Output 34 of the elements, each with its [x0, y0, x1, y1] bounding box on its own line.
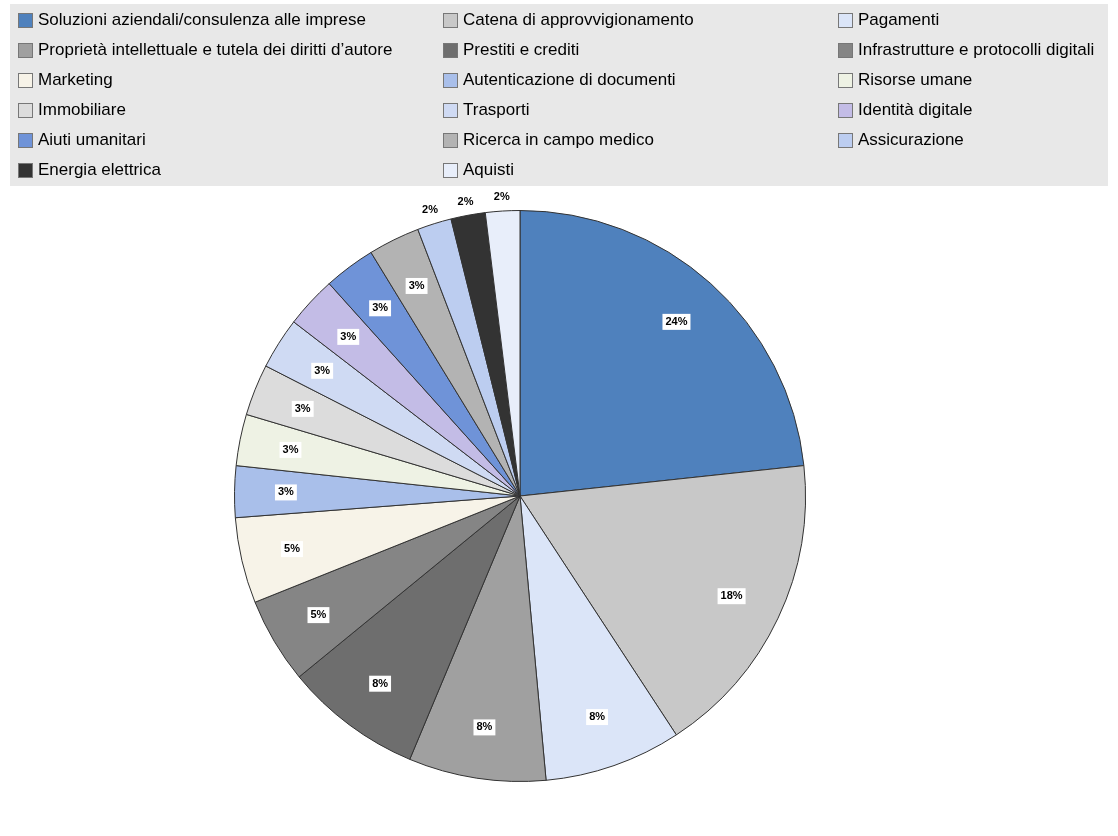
data-label: 8%: [589, 710, 606, 723]
data-label: 3%: [277, 485, 295, 498]
legend-label: Prestiti e crediti: [463, 40, 580, 60]
data-label: 5%: [310, 608, 327, 621]
data-label: 3%: [408, 279, 425, 291]
data-label: 2%: [493, 190, 510, 203]
legend-label: Proprietà intellettuale e tutela dei diritti d’autore: [38, 40, 393, 60]
data-label: 24%: [665, 314, 688, 327]
data-label: 3%: [294, 401, 311, 414]
legend-label: Risorse umane: [858, 70, 973, 90]
data-label: 3%: [282, 442, 299, 455]
legend-label: Aiuti umanitari: [38, 130, 146, 150]
legend-label: Pagamenti: [858, 10, 940, 30]
data-label: 8%: [476, 720, 493, 733]
data-label: 18%: [720, 589, 743, 602]
legend-label: Marketing: [38, 70, 113, 90]
legend-label: Aquisti: [463, 160, 515, 180]
legend-label: Energia elettrica: [38, 160, 161, 180]
data-label: 3%: [372, 301, 389, 314]
data-label: 3%: [314, 363, 331, 376]
data-label: 2%: [457, 194, 474, 207]
legend-label: Trasporti: [463, 100, 530, 120]
data-label: 3%: [340, 329, 357, 342]
legend-label: Assicurazione: [858, 130, 964, 150]
legend-label: Immobiliare: [38, 100, 126, 120]
legend-label: Identità digitale: [858, 100, 973, 120]
data-label: 2%: [422, 203, 439, 216]
legend-label: Soluzioni aziendali/consulenza alle imprese: [38, 10, 366, 30]
legend-label: Catena di approvvigionamento: [463, 10, 694, 30]
legend-label: Autenticazione di documenti: [463, 70, 676, 90]
legend-label: Ricerca in campo medico: [463, 130, 654, 150]
data-label: 8%: [372, 676, 389, 689]
legend-label: Infrastrutture e protocolli digitali: [858, 40, 1095, 60]
data-label: 5%: [284, 542, 301, 555]
